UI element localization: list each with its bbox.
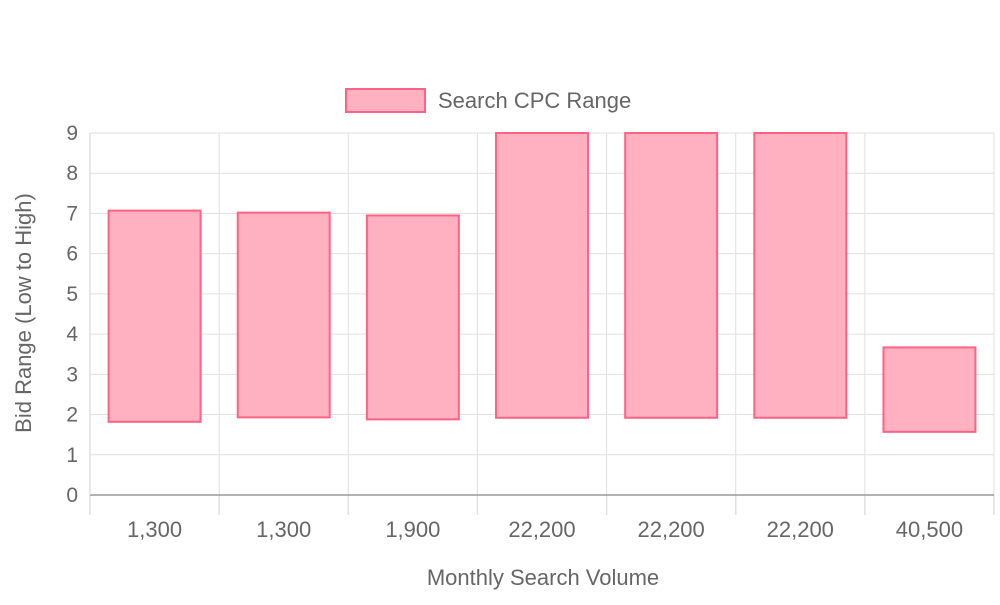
labels-layer: 0 1 2 3 4 5 6 7 8 9 1,300 1,300 1,900 22,200 22,200 22,…	[66, 122, 963, 542]
legend-label[interactable]: Search CPC Range	[438, 88, 631, 113]
y-tick-label: 2	[66, 404, 78, 427]
bar-5[interactable]	[624, 132, 719, 419]
x-tick-label: 22,200	[637, 517, 704, 542]
bar-7[interactable]	[882, 346, 977, 433]
y-tick-label: 6	[66, 243, 78, 266]
legend[interactable]: Search CPC Range	[345, 88, 631, 113]
axes-layer	[89, 133, 995, 515]
bars-layer	[107, 132, 977, 433]
y-tick-label: 5	[66, 283, 78, 306]
x-tick-label: 22,200	[508, 517, 575, 542]
x-axis-title: Monthly Search Volume	[427, 565, 659, 590]
bar-1[interactable]	[107, 209, 202, 423]
y-tick-label: 8	[66, 162, 78, 185]
y-tick-label: 9	[66, 122, 78, 145]
y-tick-label: 7	[66, 202, 78, 225]
bar-4[interactable]	[495, 132, 589, 419]
y-tick-label: 0	[66, 484, 78, 507]
x-tick-label: 1,300	[127, 517, 182, 542]
y-tick-label: 1	[66, 444, 78, 467]
legend-swatch[interactable]	[345, 88, 426, 113]
bar-6[interactable]	[753, 132, 848, 419]
x-tick-label: 1,300	[256, 517, 311, 542]
x-tick-label: 1,900	[385, 517, 440, 542]
x-tick-label: 22,200	[767, 517, 834, 542]
bar-3[interactable]	[365, 214, 460, 421]
y-axis-title: Bid Range (Low to High)	[11, 193, 36, 433]
bar-2[interactable]	[236, 211, 331, 419]
y-tick-label: 3	[66, 363, 78, 386]
y-tick-label: 4	[66, 323, 78, 346]
x-tick-label: 40,500	[896, 517, 963, 542]
